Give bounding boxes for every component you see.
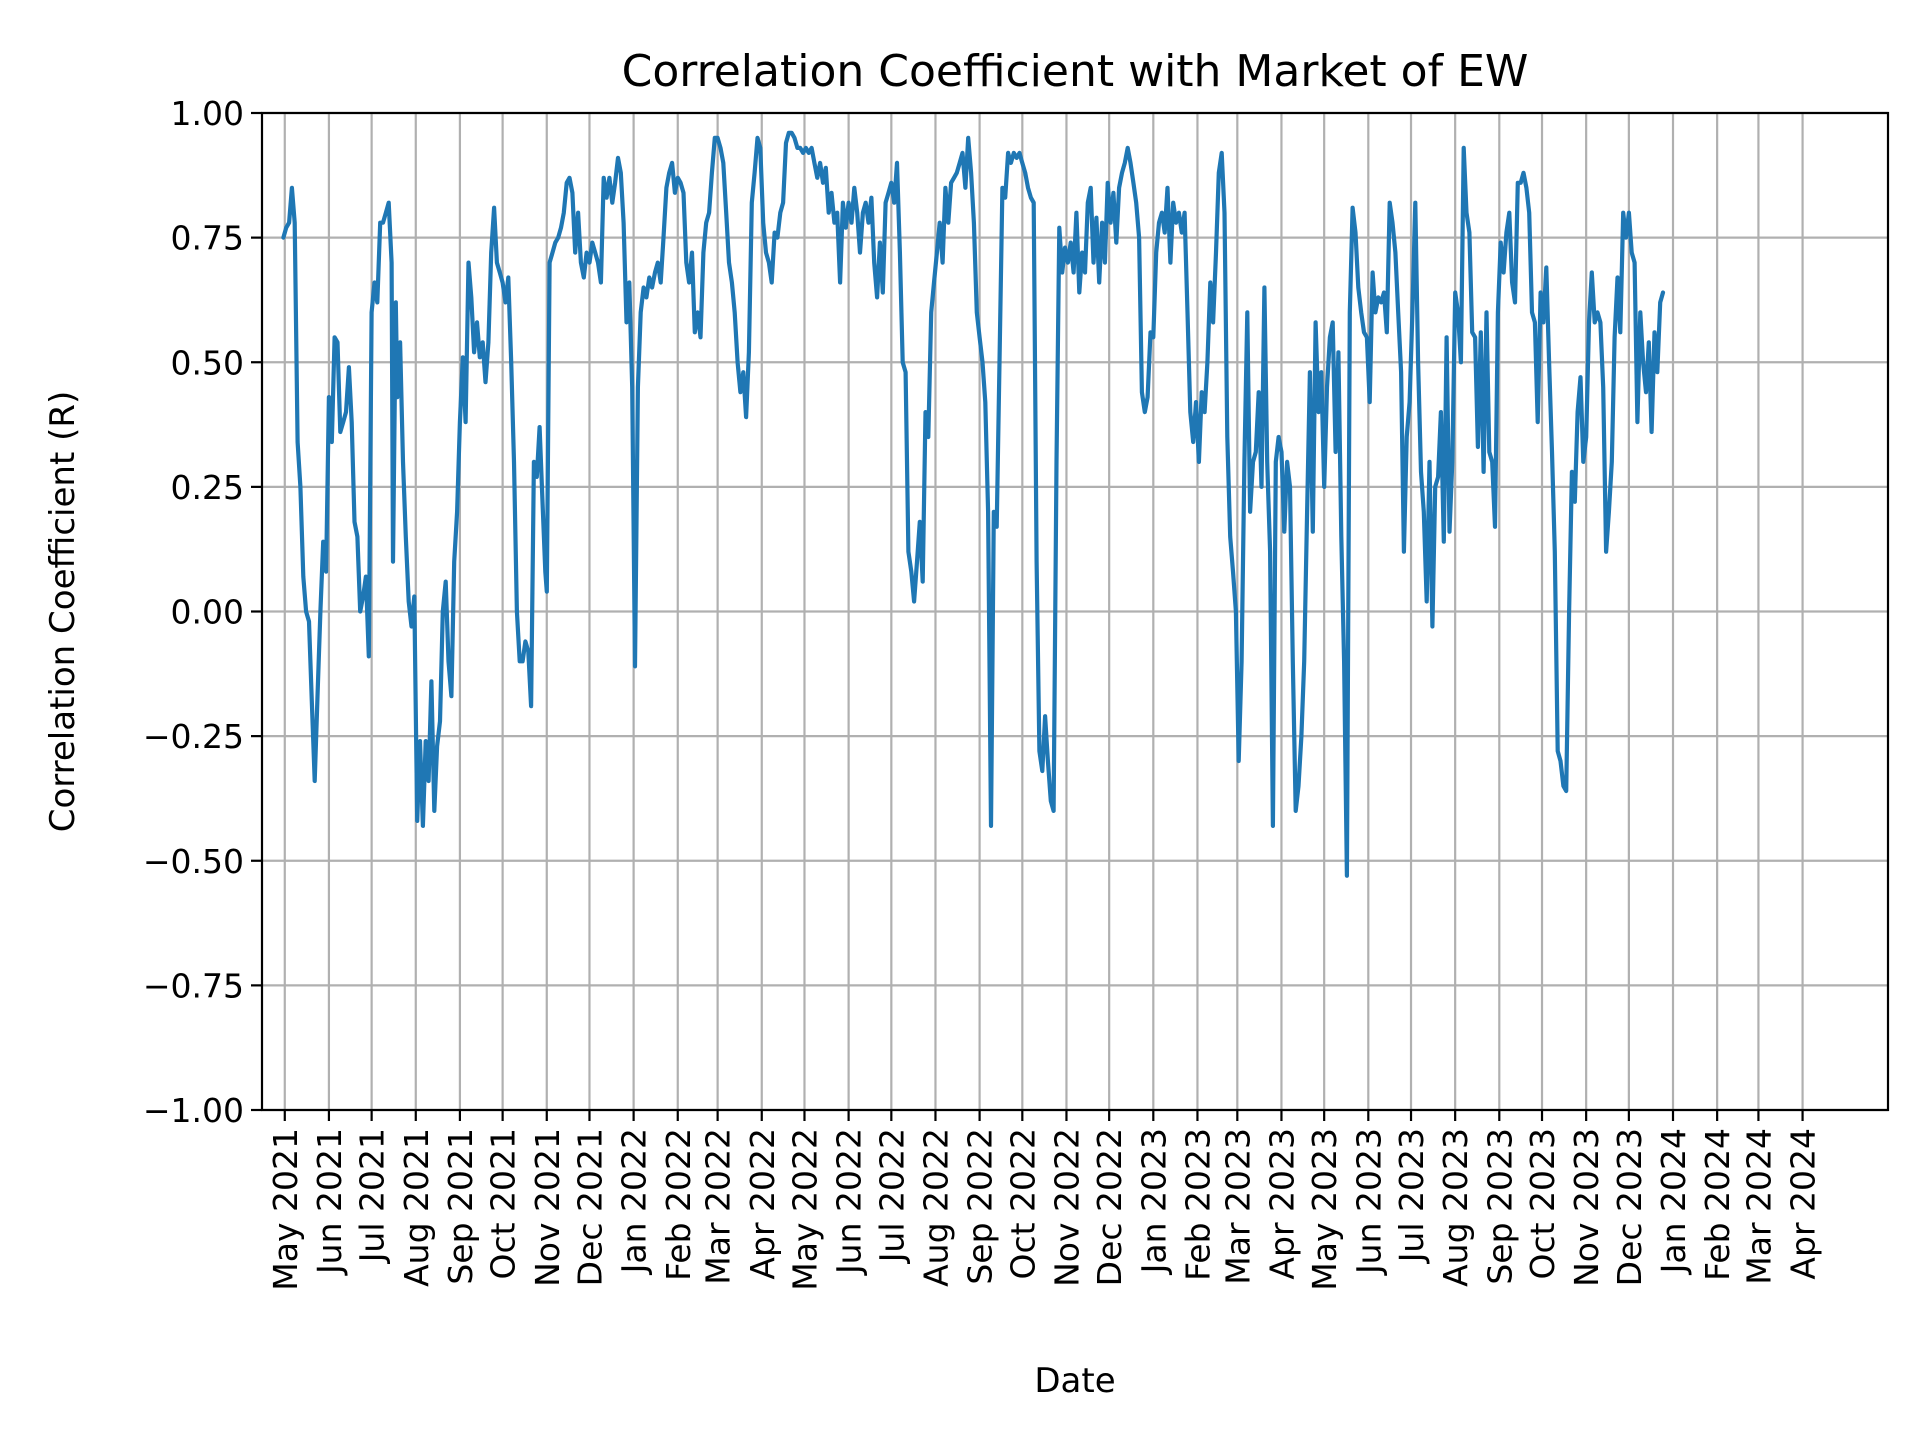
y-axis: −1.00 −0.75 −0.50 −0.25 0.00 0.25 0.50 0.75 1.00 (143, 94, 262, 1130)
x-tick-label: Oct 2022 (1003, 1128, 1042, 1280)
x-tick-label: May 2021 (266, 1128, 305, 1291)
y-tick-label: 1.00 (171, 94, 244, 133)
x-tick-label: Jan 2023 (1134, 1128, 1173, 1275)
x-tick-label: Dec 2023 (1610, 1128, 1649, 1286)
x-tick-label: Aug 2023 (1436, 1128, 1475, 1287)
x-tick-label: Aug 2021 (397, 1128, 436, 1287)
x-tick-label: Apr 2024 (1784, 1128, 1823, 1280)
x-tick-label: Dec 2021 (570, 1128, 609, 1286)
series-line (281, 130, 1666, 878)
y-tick-label: 0.75 (171, 219, 244, 258)
x-axis-label: Date (1034, 1361, 1115, 1401)
x-tick-label: May 2023 (1305, 1128, 1344, 1291)
y-tick-label: −1.00 (143, 1091, 244, 1130)
x-tick-label: Feb 2023 (1178, 1128, 1217, 1281)
x-tick-label: Jun 2023 (1349, 1128, 1388, 1276)
x-tick-label: Nov 2023 (1567, 1128, 1606, 1287)
x-tick-label: Feb 2024 (1698, 1128, 1737, 1281)
y-tick-label: 0.25 (171, 468, 244, 507)
x-tick-label: Jul 2022 (872, 1128, 911, 1264)
series-layer (281, 130, 1666, 878)
x-tick-label: Jun 2022 (830, 1128, 869, 1276)
x-tick-label: Oct 2023 (1523, 1128, 1562, 1280)
x-tick-label: Apr 2023 (1262, 1128, 1301, 1280)
y-tick-label: 0.50 (171, 343, 244, 382)
x-tick-label: Oct 2021 (484, 1128, 523, 1280)
x-tick-label: Mar 2022 (699, 1128, 738, 1285)
x-tick-label: Jul 2023 (1392, 1128, 1431, 1264)
x-tick-label: Mar 2024 (1739, 1128, 1778, 1285)
x-tick-label: Apr 2022 (743, 1128, 782, 1280)
x-tick-label: May 2022 (785, 1128, 824, 1291)
x-tick-label: Nov 2021 (528, 1128, 567, 1287)
y-tick-label: −0.25 (143, 717, 244, 756)
x-tick-label: Sep 2023 (1480, 1128, 1519, 1285)
y-tick-label: −0.75 (143, 966, 244, 1005)
x-tick-label: Feb 2022 (659, 1128, 698, 1281)
x-tick-label: Jan 2022 (615, 1128, 654, 1275)
x-tick-label: Mar 2023 (1218, 1128, 1257, 1285)
x-tick-label: Jul 2021 (353, 1128, 392, 1264)
y-tick-label: −0.50 (143, 842, 244, 881)
x-tick-label: Dec 2022 (1090, 1128, 1129, 1286)
x-tick-label: Sep 2022 (961, 1128, 1000, 1285)
x-tick-label: Jun 2021 (310, 1128, 349, 1276)
y-tick-label: 0.00 (171, 593, 244, 632)
y-axis-label: Correlation Coefficient (R) (43, 391, 83, 833)
x-axis: May 2021 Jun 2021 Jul 2021 Aug 2021 Sep 2021… (266, 1110, 1823, 1291)
chart-title: Correlation Coefficient with Market of E… (622, 46, 1529, 97)
x-tick-label: Nov 2022 (1047, 1128, 1086, 1287)
x-tick-label: Jan 2024 (1654, 1128, 1693, 1275)
x-tick-label: Aug 2022 (916, 1128, 955, 1287)
x-tick-label: Sep 2021 (441, 1128, 480, 1285)
